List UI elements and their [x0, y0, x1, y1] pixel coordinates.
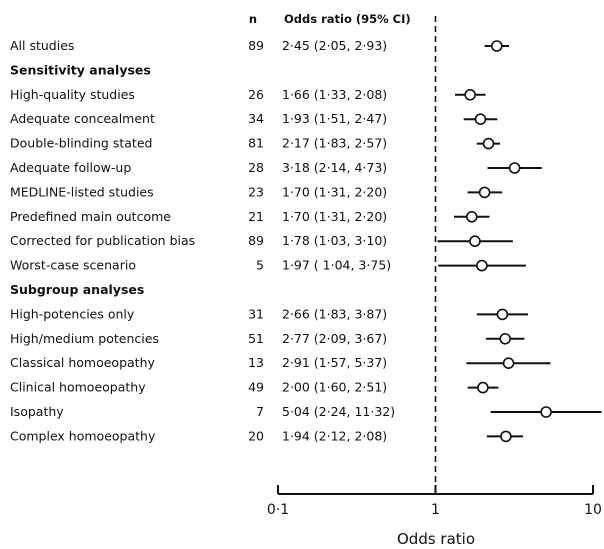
point-estimate-marker: [476, 259, 488, 272]
study-n: 34: [248, 111, 264, 126]
study-n: 13: [248, 355, 264, 370]
study-row: High/medium potencies 51 2·77 (2·09, 3·67): [10, 331, 525, 346]
study-or-ci-text: 2·66 (1·83, 3·87): [282, 306, 387, 321]
study-n: 21: [248, 209, 264, 224]
point-estimate-marker: [502, 357, 515, 370]
study-label: High/medium potencies: [10, 331, 159, 346]
study-n: 7: [256, 404, 264, 419]
study-label: Clinical homoeopathy: [10, 380, 146, 395]
study-row: Double-blinding stated 81 2·17 (1·83, 2·57…: [10, 136, 501, 151]
study-or-ci-text: 2·45 (2·05, 2·93): [282, 38, 387, 53]
point-estimate-marker: [500, 430, 512, 443]
study-n: 89: [248, 38, 264, 53]
study-n: 31: [248, 306, 264, 321]
study-or-ci-text: 1·97 ( 1·04, 3·75): [282, 258, 391, 273]
study-or-ci-text: 2·77 (2·09, 3·67): [282, 331, 387, 346]
study-row: Adequate follow-up 28 3·18 (2·14, 4·73): [10, 160, 542, 175]
study-row: High-quality studies 26 1·66 (1·33, 2·08): [10, 87, 486, 102]
study-n: 89: [248, 233, 264, 248]
study-or-ci-text: 5·04 (2·24, 11·32): [282, 404, 395, 419]
study-row: Complex homoeopathy 20 1·94 (2·12, 2·08): [10, 428, 524, 443]
point-estimate-marker: [499, 332, 511, 345]
x-tick-label: 10: [584, 502, 602, 518]
point-estimate-marker: [478, 186, 491, 199]
study-or-ci-text: 1·93 (1·51, 2·47): [282, 111, 387, 126]
point-estimate-marker: [477, 381, 489, 394]
study-row: Adequate concealment 34 1·93 (1·51, 2·47): [10, 111, 498, 126]
study-row: High-potencies only 31 2·66 (1·83, 3·87): [10, 306, 529, 321]
study-label: Classical homoeopathy: [10, 355, 155, 370]
study-or-ci-text: 2·91 (1·57, 5·37): [282, 355, 387, 370]
study-row: Isopathy 7 5·04 (2·24, 11·32): [10, 404, 602, 419]
study-or-ci-text: 2·17 (1·83, 2·57): [282, 136, 387, 151]
study-label: MEDLINE-listed studies: [10, 184, 154, 199]
point-estimate-marker: [490, 40, 503, 52]
study-or-ci-text: 1·70 (1·31, 2·20): [282, 184, 387, 199]
study-row: Predefined main outcome 21 1·70 (1·31, 2·2…: [10, 209, 490, 224]
study-label: Adequate concealment: [10, 111, 155, 126]
study-row: Corrected for publication bias 89 1·78 (1·…: [10, 233, 513, 248]
study-row: Worst-case scenario 5 1·97 ( 1·04, 3·75): [10, 258, 526, 273]
study-row: All studies 89 2·45 (2·05, 2·93): [10, 38, 510, 53]
study-n: 49: [248, 380, 264, 395]
point-estimate-marker: [540, 406, 552, 418]
study-label: High-potencies only: [10, 306, 135, 321]
study-label: Corrected for publication bias: [10, 233, 195, 248]
study-n: 23: [248, 184, 264, 199]
study-n: 81: [248, 136, 264, 151]
study-or-ci-text: 2·00 (1·60, 2·51): [282, 380, 387, 395]
study-label: Predefined main outcome: [10, 209, 171, 224]
study-label: Complex homoeopathy: [10, 428, 156, 443]
x-tick-label: 1: [431, 502, 440, 518]
study-or-ci-text: 1·70 (1·31, 2·20): [282, 209, 387, 224]
section-heading: Subgroup analyses: [10, 282, 144, 297]
point-estimate-marker: [496, 308, 509, 321]
point-estimate-marker: [464, 89, 476, 101]
section-heading: Sensitivity analyses: [10, 62, 151, 77]
study-n: 5: [256, 258, 264, 273]
study-label: Double-blinding stated: [10, 136, 152, 151]
study-or-ci-text: 1·66 (1·33, 2·08): [282, 87, 387, 102]
rows-layer: All studies 89 2·45 (2·05, 2·93) Sensitivit…: [10, 38, 602, 443]
x-axis-title: Odds ratio: [397, 530, 475, 548]
study-label: Worst-case scenario: [10, 258, 136, 273]
study-label: High-quality studies: [10, 87, 135, 102]
study-or-ci-text: 3·18 (2·14, 4·73): [282, 160, 387, 175]
study-n: 26: [248, 87, 264, 102]
study-or-ci-text: 1·78 (1·03, 3·10): [282, 233, 387, 248]
study-row: Classical homoeopathy 13 2·91 (1·57, 5·37): [10, 355, 551, 370]
point-estimate-marker: [508, 162, 521, 174]
point-estimate-marker: [465, 211, 478, 223]
header-n: n: [249, 12, 257, 26]
study-row: MEDLINE-listed studies 23 1·70 (1·31, 2·20…: [10, 184, 503, 199]
point-estimate-marker: [474, 113, 487, 125]
point-estimate-marker: [469, 235, 481, 247]
study-n: 51: [248, 331, 264, 346]
point-estimate-marker: [482, 137, 495, 150]
study-label: Isopathy: [10, 404, 64, 419]
x-tick-label: 0·1: [267, 502, 289, 518]
x-axis: 0·1 1 10: [267, 16, 602, 518]
study-label: All studies: [10, 38, 74, 53]
study-label: Adequate follow-up: [10, 160, 131, 175]
study-or-ci-text: 1·94 (2·12, 2·08): [282, 428, 387, 443]
study-n: 20: [248, 428, 264, 443]
study-n: 28: [248, 160, 264, 175]
header-odds-ratio-ci: Odds ratio (95% CI): [284, 12, 411, 26]
study-row: Clinical homoeopathy 49 2·00 (1·60, 2·51): [10, 380, 499, 395]
